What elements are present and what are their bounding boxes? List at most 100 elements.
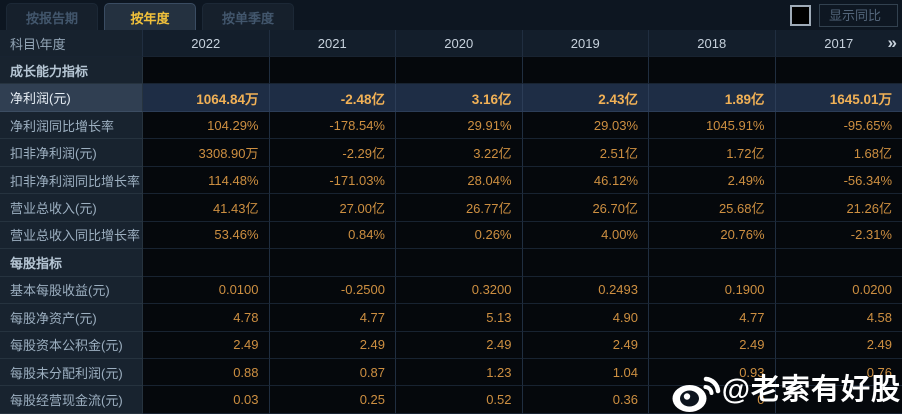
show-yoy-label[interactable]: 显示同比 [818,4,898,27]
cell-value: 0.88 [143,358,270,387]
cell-value [396,57,523,85]
cell-value: 1.72亿 [649,139,776,167]
cell-value: 1064.84万 [143,84,270,112]
cell-value: 5.13 [396,304,523,332]
cell-value: 26.77亿 [396,194,523,222]
cell-value: 2.49 [522,331,649,359]
period-tabbar: 按报告期 按年度 按单季度 显示同比 [0,0,902,30]
cell-value: -2.29亿 [269,139,396,167]
row-label: 成长能力指标 [0,57,143,85]
row-label: 基本每股收益(元) [0,276,143,305]
cell-value: 0.0100 [143,276,270,305]
cell-value: 4.77 [649,304,776,332]
cell-value: 0.52 [396,386,523,414]
cell-value: 20.76% [649,221,776,250]
cell-value: 0 [649,386,776,414]
corner-header: 科目\年度 [0,30,143,57]
year-header-2017[interactable]: 2017 » [775,30,902,57]
tab-by-year[interactable]: 按年度 [104,3,196,30]
cell-value: 1.68亿 [775,139,902,167]
cell-value: 0.36 [522,386,649,414]
year-header-2020[interactable]: 2020 [396,30,523,57]
cell-value: 0.26% [396,221,523,250]
more-years-icon[interactable]: » [887,33,897,53]
table-row[interactable]: 扣非净利润(元) 3308.90万 -2.29亿 3.22亿 2.51亿 1.72亿 1.6… [0,139,902,167]
cell-value [775,386,902,414]
table-row[interactable]: 营业总收入(元) 41.43亿 27.00亿 26.77亿 26.70亿 25.68亿 21… [0,194,902,222]
cell-value [775,249,902,277]
financial-table-body: 成长能力指标 净利润(元) 1064.84万 -2.48亿 3.16亿 2.43亿 1.89… [0,57,902,414]
cell-value: 2.49% [649,166,776,195]
year-header-2018[interactable]: 2018 [649,30,776,57]
cell-value: 29.03% [522,111,649,140]
table-row[interactable]: 净利润同比增长率 104.29% -178.54% 29.91% 29.03% 1045.… [0,111,902,140]
table-row[interactable]: 每股未分配利润(元) 0.88 0.87 1.23 1.04 0.93 0.76 [0,358,902,387]
row-label: 营业总收入(元) [0,194,143,222]
cell-value: 41.43亿 [143,194,270,222]
table-row[interactable]: 营业总收入同比增长率 53.46% 0.84% 0.26% 4.00% 20.76% -2.… [0,221,902,250]
cell-value: 0.03 [143,386,270,414]
cell-value [775,57,902,85]
cell-value: 0.3200 [396,276,523,305]
table-row[interactable]: 每股经营现金流(元) 0.03 0.25 0.52 0.36 0 [0,386,902,414]
cell-value: 2.51亿 [522,139,649,167]
cell-value: -2.48亿 [269,84,396,112]
cell-value [649,249,776,277]
cell-value: -2.31% [775,221,902,250]
financial-table: 科目\年度 2022 2021 2020 2019 2018 2017 » 成长… [0,30,902,414]
table-row[interactable]: 扣非净利润同比增长率 114.48% -171.03% 28.04% 46.12% 2.4… [0,166,902,195]
cell-value: 0.93 [649,358,776,387]
cell-value: -0.2500 [269,276,396,305]
cell-value [143,249,270,277]
cell-value: 3308.90万 [143,139,270,167]
cell-value: 0.2493 [522,276,649,305]
row-label: 扣非净利润(元) [0,139,143,167]
cell-value: 1045.91% [649,111,776,140]
cell-value: 0.25 [269,386,396,414]
cell-value: 21.26亿 [775,194,902,222]
cell-value: 2.49 [649,331,776,359]
cell-value: 0.84% [269,221,396,250]
cell-value: 4.90 [522,304,649,332]
table-row[interactable]: 每股资本公积金(元) 2.49 2.49 2.49 2.49 2.49 2.49 [0,331,902,359]
cell-value: 2.49 [775,331,902,359]
row-label: 净利润同比增长率 [0,111,143,140]
table-row[interactable]: 净利润(元) 1064.84万 -2.48亿 3.16亿 2.43亿 1.89亿 1645.… [0,84,902,112]
cell-value: 53.46% [143,221,270,250]
tab-by-report-period[interactable]: 按报告期 [6,3,98,30]
cell-value: 26.70亿 [522,194,649,222]
cell-value: 4.77 [269,304,396,332]
cell-value: 46.12% [522,166,649,195]
cell-value: 114.48% [143,166,270,195]
section-row: 每股指标 [0,249,902,277]
table-row[interactable]: 基本每股收益(元) 0.0100 -0.2500 0.3200 0.2493 0.1900… [0,276,902,305]
table-header-row: 科目\年度 2022 2021 2020 2019 2018 2017 » [0,30,902,57]
cell-value: 3.16亿 [396,84,523,112]
row-label: 净利润(元) [0,84,143,112]
cell-value: 28.04% [396,166,523,195]
cell-value: 4.78 [143,304,270,332]
year-header-2019[interactable]: 2019 [522,30,649,57]
cell-value: 2.49 [143,331,270,359]
row-label: 每股未分配利润(元) [0,358,143,387]
table-row[interactable]: 每股净资产(元) 4.78 4.77 5.13 4.90 4.77 4.58 [0,304,902,332]
year-header-2021[interactable]: 2021 [269,30,396,57]
show-yoy-checkbox[interactable] [789,5,811,26]
cell-value: 29.91% [396,111,523,140]
cell-value: 4.00% [522,221,649,250]
tab-by-quarter[interactable]: 按单季度 [202,3,294,30]
cell-value: -56.34% [775,166,902,195]
cell-value [522,249,649,277]
cell-value [269,57,396,85]
cell-value: 1.04 [522,358,649,387]
year-header-2022[interactable]: 2022 [143,30,270,57]
cell-value: -171.03% [269,166,396,195]
row-label: 扣非净利润同比增长率 [0,166,143,195]
cell-value: 1.23 [396,358,523,387]
section-row: 成长能力指标 [0,57,902,85]
cell-value: -178.54% [269,111,396,140]
cell-value [396,249,523,277]
cell-value: 2.49 [396,331,523,359]
row-label: 每股净资产(元) [0,304,143,332]
